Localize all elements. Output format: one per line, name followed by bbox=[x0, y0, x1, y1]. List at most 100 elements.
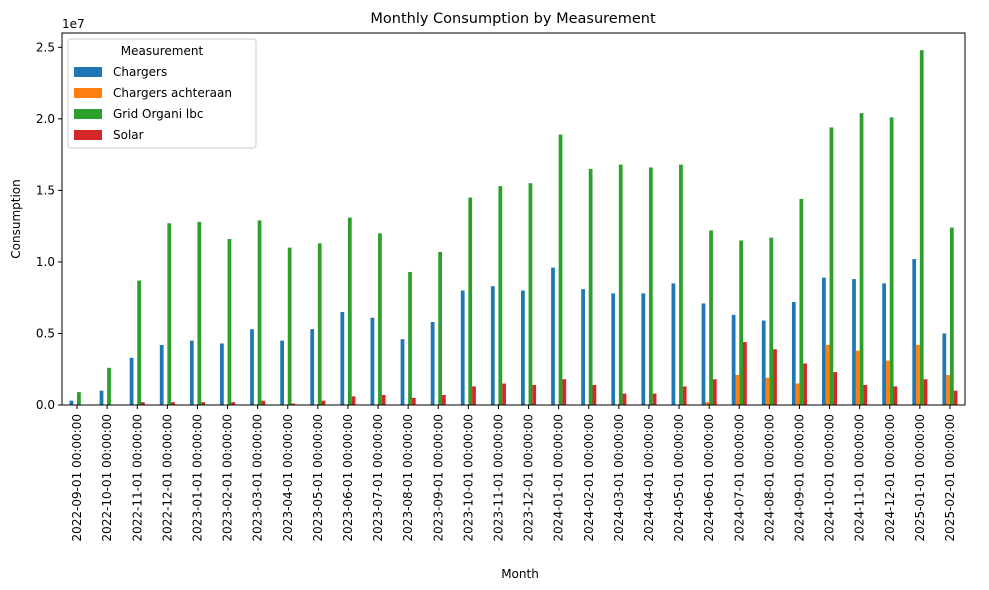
bar-chargers bbox=[69, 400, 74, 405]
x-tick-label: 2025-01-01 00:00:00 bbox=[913, 414, 927, 541]
bar-grid-organi-lbc bbox=[197, 221, 202, 405]
bar-solar bbox=[291, 403, 296, 405]
y-tick-label: 1.5 bbox=[36, 183, 55, 197]
bar-grid-organi-lbc bbox=[558, 134, 563, 405]
y-tick-label: 0.0 bbox=[36, 398, 55, 412]
bar-solar bbox=[863, 384, 868, 405]
bar-chargers-achteraan bbox=[855, 350, 860, 405]
x-tick-label: 2023-07-01 00:00:00 bbox=[371, 414, 385, 541]
bar-chargers-achteraan bbox=[705, 402, 710, 405]
legend: Measurement Chargers Chargers achteraan Gr… bbox=[67, 38, 257, 149]
bar-grid-organi-lbc bbox=[739, 240, 744, 405]
x-tick-label: 2023-02-01 00:00:00 bbox=[221, 414, 235, 541]
legend-label: Grid Organi lbc bbox=[113, 107, 203, 121]
x-tick-label: 2023-08-01 00:00:00 bbox=[401, 414, 415, 541]
x-tick-label: 2024-01-01 00:00:00 bbox=[552, 414, 566, 541]
chart-title: Monthly Consumption by Measurement bbox=[370, 11, 656, 27]
bar-solar bbox=[652, 393, 657, 405]
bar-chargers bbox=[250, 329, 254, 405]
bar-grid-organi-lbc bbox=[799, 198, 804, 405]
x-tick-label: 2024-12-01 00:00:00 bbox=[883, 414, 897, 541]
x-tick-label: 2023-06-01 00:00:00 bbox=[341, 414, 355, 541]
y-tick-label: 2.5 bbox=[36, 40, 55, 54]
x-tick-label: 2022-11-01 00:00:00 bbox=[130, 414, 144, 541]
bar-grid-organi-lbc bbox=[287, 247, 292, 405]
x-axis-ticks: 2022-09-01 00:00:00 2022-10-01 00:00:00 20… bbox=[70, 405, 957, 541]
bar-chargers bbox=[460, 290, 465, 405]
y-tick-label: 0.5 bbox=[36, 326, 55, 340]
x-tick-label: 2023-12-01 00:00:00 bbox=[522, 414, 536, 541]
bar-solar bbox=[502, 383, 506, 405]
bar-solar bbox=[381, 394, 386, 405]
bar-chargers bbox=[159, 344, 164, 405]
bar-chargers bbox=[280, 340, 284, 405]
bar-grid-organi-lbc bbox=[498, 186, 503, 405]
y-tick-label: 1.0 bbox=[36, 255, 55, 269]
bar-chargers-achteraan bbox=[946, 374, 950, 405]
bar-chargers bbox=[99, 390, 104, 405]
y-tick-label: 2.0 bbox=[36, 112, 55, 126]
bar-solar bbox=[532, 384, 537, 405]
bar-solar bbox=[442, 394, 446, 405]
legend-swatch bbox=[74, 109, 102, 119]
bar-grid-organi-lbc bbox=[257, 220, 262, 405]
bar-chargers bbox=[641, 293, 646, 405]
bar-solar bbox=[321, 400, 326, 405]
bars-group bbox=[69, 50, 958, 406]
bar-chargers bbox=[581, 289, 585, 405]
bar-solar bbox=[923, 379, 928, 405]
bar-solar bbox=[472, 386, 476, 405]
bar-grid-organi-lbc bbox=[317, 243, 322, 405]
x-tick-label: 2023-05-01 00:00:00 bbox=[311, 414, 325, 541]
x-tick-label: 2023-11-01 00:00:00 bbox=[491, 414, 505, 541]
bar-solar bbox=[622, 393, 627, 405]
bar-solar bbox=[833, 372, 838, 405]
x-tick-label: 2024-07-01 00:00:00 bbox=[732, 414, 746, 541]
bar-grid-organi-lbc bbox=[408, 271, 412, 405]
bar-chargers-achteraan bbox=[825, 344, 830, 405]
bar-chargers bbox=[189, 340, 194, 405]
legend-swatch bbox=[74, 67, 102, 77]
bar-grid-organi-lbc bbox=[137, 280, 142, 405]
bar-solar bbox=[592, 384, 597, 405]
bar-chargers bbox=[822, 277, 826, 405]
bar-chargers-achteraan bbox=[795, 383, 800, 405]
y-axis-offset-label: 1e7 bbox=[62, 17, 85, 31]
bar-solar bbox=[171, 402, 175, 405]
bar-chargers-achteraan bbox=[885, 360, 890, 405]
bar-grid-organi-lbc bbox=[347, 217, 352, 405]
bar-chargers bbox=[611, 293, 616, 405]
x-tick-label: 2024-03-01 00:00:00 bbox=[612, 414, 626, 541]
bar-solar bbox=[953, 390, 958, 405]
bar-chargers bbox=[791, 301, 796, 405]
bar-grid-organi-lbc bbox=[829, 127, 834, 406]
bar-grid-organi-lbc bbox=[889, 117, 894, 406]
x-tick-label: 2024-06-01 00:00:00 bbox=[702, 414, 716, 541]
bar-solar bbox=[893, 386, 898, 405]
x-tick-label: 2024-08-01 00:00:00 bbox=[762, 414, 776, 541]
bar-solar bbox=[803, 363, 807, 405]
bar-chargers bbox=[731, 314, 736, 405]
bar-chargers-achteraan bbox=[735, 374, 740, 405]
bar-grid-organi-lbc bbox=[528, 183, 533, 405]
x-tick-label: 2022-09-01 00:00:00 bbox=[70, 414, 84, 541]
bar-grid-organi-lbc bbox=[859, 113, 864, 406]
bar-grid-organi-lbc bbox=[618, 164, 623, 405]
bar-solar bbox=[411, 397, 416, 405]
legend-label: Solar bbox=[113, 128, 144, 142]
bar-chargers bbox=[340, 312, 345, 405]
bar-solar bbox=[141, 402, 145, 405]
bar-chargers-achteraan bbox=[916, 344, 920, 405]
legend-label: Chargers achteraan bbox=[113, 86, 232, 100]
bar-chargers bbox=[310, 329, 315, 405]
bar-grid-organi-lbc bbox=[77, 392, 81, 405]
x-tick-label: 2024-09-01 00:00:00 bbox=[792, 414, 806, 541]
bar-chargers bbox=[370, 317, 375, 405]
bar-solar bbox=[773, 349, 777, 405]
bar-chargers bbox=[701, 303, 706, 405]
bar-solar bbox=[201, 402, 205, 405]
bar-chargers bbox=[430, 322, 435, 405]
bar-grid-organi-lbc bbox=[709, 230, 713, 405]
legend-swatch bbox=[74, 88, 102, 98]
